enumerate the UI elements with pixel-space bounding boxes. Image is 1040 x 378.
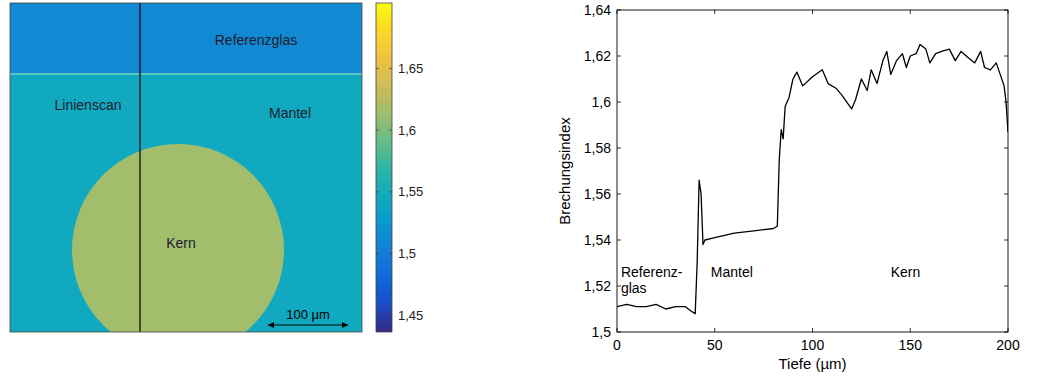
y-tick bbox=[617, 56, 621, 57]
y-axis-title: Brechungsindex bbox=[556, 117, 573, 225]
colorbar-tick bbox=[389, 315, 392, 316]
x-tick-label: 100 bbox=[801, 337, 825, 353]
x-tick-label: 50 bbox=[707, 337, 723, 353]
x-tick bbox=[812, 10, 813, 14]
y-tick bbox=[617, 194, 621, 195]
colorbar-tick bbox=[376, 315, 379, 316]
y-tick bbox=[1004, 286, 1008, 287]
line-scan bbox=[139, 3, 140, 332]
colorbar-tick bbox=[376, 68, 379, 69]
y-tick-label: 1,52 bbox=[584, 278, 611, 294]
colorbar-tick bbox=[389, 253, 392, 254]
plot-frame bbox=[617, 10, 1008, 332]
region-label: Kern bbox=[166, 235, 196, 251]
annotation: glas bbox=[621, 280, 647, 296]
x-tick-label: 200 bbox=[996, 337, 1020, 353]
region-label: Mantel bbox=[269, 105, 311, 121]
line-series bbox=[617, 45, 1008, 314]
colorbar-tick bbox=[389, 130, 392, 131]
annotation: Mantel bbox=[711, 264, 753, 280]
annotation: Kern bbox=[891, 264, 921, 280]
y-tick-label: 1,62 bbox=[584, 48, 611, 64]
y-tick bbox=[1004, 148, 1008, 149]
y-tick-label: 1,54 bbox=[584, 232, 611, 248]
y-tick-label: 1,58 bbox=[584, 140, 611, 156]
figure: Referenzglas Mantel Kern Linienscan 100 µm 1,… bbox=[0, 0, 1040, 378]
y-tick bbox=[1004, 194, 1008, 195]
colorbar-tick-label: 1,6 bbox=[398, 123, 416, 138]
line-scan-label: Linienscan bbox=[55, 97, 122, 113]
colorbar-tick bbox=[389, 68, 392, 69]
y-tick bbox=[617, 148, 621, 149]
y-tick-label: 1,56 bbox=[584, 186, 611, 202]
scale-bar-arrow bbox=[268, 322, 274, 328]
y-tick-label: 1,64 bbox=[584, 2, 611, 18]
colorbar bbox=[376, 3, 392, 332]
scale-bar-label: 100 µm bbox=[286, 307, 330, 322]
colorbar-tick bbox=[376, 130, 379, 131]
y-tick bbox=[1004, 56, 1008, 57]
colorbar-tick bbox=[376, 191, 379, 192]
colorbar-tick-label: 1,45 bbox=[398, 308, 423, 323]
x-tick bbox=[714, 10, 715, 14]
y-tick bbox=[1004, 240, 1008, 241]
scale-bar bbox=[268, 325, 348, 326]
region-label: Referenzglas bbox=[215, 32, 298, 48]
y-tick-label: 1,5 bbox=[592, 324, 612, 340]
x-axis-title: Tiefe (µm) bbox=[778, 355, 846, 372]
colorbar-tick-label: 1,55 bbox=[398, 184, 423, 199]
x-tick-label: 150 bbox=[899, 337, 923, 353]
x-tick bbox=[910, 328, 911, 332]
annotation: Referenz- bbox=[621, 264, 683, 280]
x-tick bbox=[910, 10, 911, 14]
heatmap bbox=[10, 3, 362, 332]
plot-area bbox=[617, 10, 1008, 332]
colorbar-tick bbox=[376, 253, 379, 254]
y-tick-label: 1,6 bbox=[592, 94, 612, 110]
image-frame bbox=[10, 3, 362, 332]
x-tick-label: 0 bbox=[613, 337, 621, 353]
colorbar-tick-label: 1,65 bbox=[398, 61, 423, 76]
y-tick bbox=[617, 102, 621, 103]
colorbar-tick-label: 1,5 bbox=[398, 246, 416, 261]
region-core bbox=[72, 144, 284, 332]
y-tick bbox=[617, 240, 621, 241]
region-reference bbox=[10, 3, 362, 74]
interface-line bbox=[10, 73, 362, 75]
x-tick bbox=[714, 328, 715, 332]
scale-bar-arrow bbox=[342, 322, 348, 328]
series-group bbox=[617, 45, 1008, 314]
colorbar-tick bbox=[389, 191, 392, 192]
x-tick bbox=[812, 328, 813, 332]
